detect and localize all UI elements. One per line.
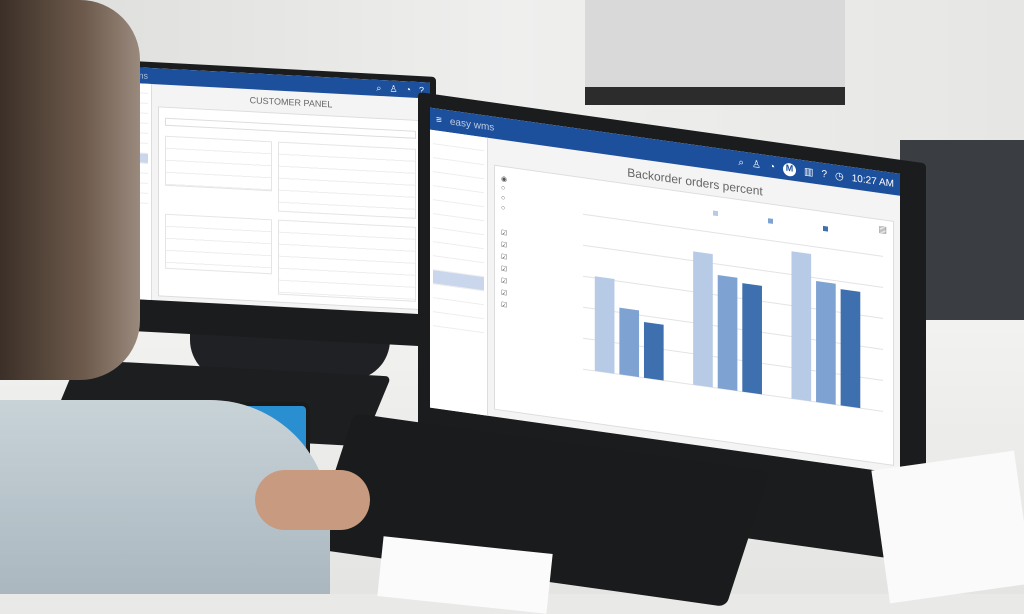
table bbox=[277, 219, 416, 302]
legend-swatch bbox=[768, 218, 773, 224]
warehouse-select[interactable] bbox=[165, 117, 416, 139]
export-icon[interactable]: ▤ bbox=[878, 223, 887, 235]
clock-icon: ◷ bbox=[835, 170, 844, 183]
user-icon[interactable]: ♙ bbox=[389, 82, 398, 94]
left-monitor: easy wms ⌕ ♙ ◔ ? CUSTOMER PANEL bbox=[96, 59, 436, 347]
search-icon[interactable]: ⌕ bbox=[738, 156, 744, 169]
menu-icon[interactable]: ≡ bbox=[436, 114, 442, 126]
right-sidebar bbox=[430, 129, 488, 416]
bell-icon[interactable]: ◔ bbox=[405, 84, 411, 95]
app-logo: easy wms bbox=[449, 115, 495, 134]
bar bbox=[619, 307, 640, 378]
bar bbox=[816, 281, 836, 405]
papers bbox=[871, 450, 1024, 604]
bar bbox=[594, 276, 615, 374]
right-monitor: ≡ easy wms ⌕ ♙ ◔ M ▥ ? ◷ 10:27 AM Backor… bbox=[418, 92, 926, 564]
gridline bbox=[583, 213, 883, 257]
bar-chart bbox=[583, 210, 883, 412]
bar bbox=[840, 289, 861, 409]
legend-swatch bbox=[823, 225, 828, 232]
chart-panel: ◉ ○ ○ ○ ☑ ☑ ☑ ☑ ☑ ☑ ☑ ▤ bbox=[494, 164, 894, 466]
help-icon[interactable]: ? bbox=[821, 168, 827, 180]
gridline bbox=[583, 244, 883, 288]
bar bbox=[693, 251, 713, 388]
filters: ◉ ○ ○ ○ ☑ ☑ ☑ ☑ ☑ ☑ ☑ bbox=[501, 175, 559, 321]
bar bbox=[791, 251, 812, 402]
table bbox=[277, 141, 416, 219]
search-icon[interactable]: ⌕ bbox=[376, 82, 382, 93]
bell-icon[interactable]: ◔ bbox=[768, 160, 775, 173]
table bbox=[165, 213, 272, 275]
right-screen: ≡ easy wms ⌕ ♙ ◔ M ▥ ? ◷ 10:27 AM Backor… bbox=[430, 107, 900, 474]
printer bbox=[585, 0, 845, 105]
table bbox=[165, 135, 272, 192]
legend-swatch bbox=[713, 210, 718, 217]
person-head bbox=[0, 0, 140, 380]
time: 10:27 AM bbox=[851, 172, 894, 190]
user-icon[interactable]: ♙ bbox=[751, 158, 761, 171]
bar bbox=[643, 321, 664, 381]
left-screen: easy wms ⌕ ♙ ◔ ? CUSTOMER PANEL bbox=[102, 65, 430, 315]
chart-icon[interactable]: ▥ bbox=[803, 165, 814, 179]
brand-icon[interactable]: M bbox=[782, 161, 796, 177]
header-spacer bbox=[156, 76, 368, 87]
bar bbox=[742, 283, 762, 395]
person-hand bbox=[255, 470, 370, 530]
customer-panel-tables bbox=[158, 106, 423, 311]
bar bbox=[717, 274, 738, 391]
